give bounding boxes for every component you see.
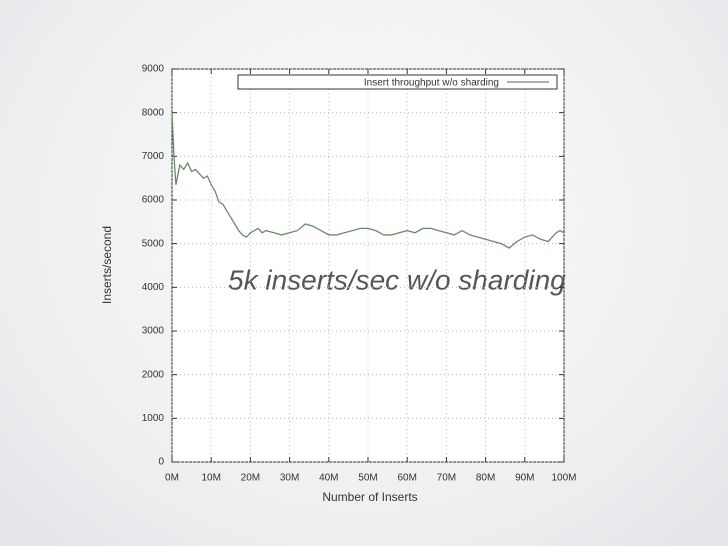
x-tick-label: 50M [358,473,377,484]
x-tick-label: 90M [515,473,534,484]
y-tick-label: 1000 [142,413,165,424]
y-axis-label: Inserts/second [100,226,114,304]
y-tick-label: 7000 [142,151,165,162]
y-tick-label: 5000 [142,238,165,249]
y-tick-label: 9000 [142,64,165,75]
data-line [171,112,565,249]
y-tick-label: 0 [158,457,164,468]
y-tick-label: 4000 [142,282,165,293]
x-tick-label: 0M [165,473,179,484]
y-tick-label: 2000 [142,369,165,380]
x-tick-label: 70M [437,473,456,484]
x-tick-label: 30M [280,473,299,484]
x-axis-label: Number of Inserts [322,490,417,504]
x-tick-label: 40M [319,473,338,484]
annotation: 5k inserts/sec w/o sharding [228,264,566,295]
x-tick-label: 60M [397,473,416,484]
x-tick-label: 80M [476,473,495,484]
legend-label: Insert throughput w/o sharding [364,78,499,89]
legend-box [237,74,558,90]
x-tick-label: 100M [551,473,576,484]
x-tick-label: 10M [201,473,220,484]
y-tick-label: 6000 [142,195,165,206]
y-tick-label: 8000 [142,107,165,118]
x-tick-label: 20M [241,473,260,484]
y-tick-label: 3000 [142,326,165,337]
